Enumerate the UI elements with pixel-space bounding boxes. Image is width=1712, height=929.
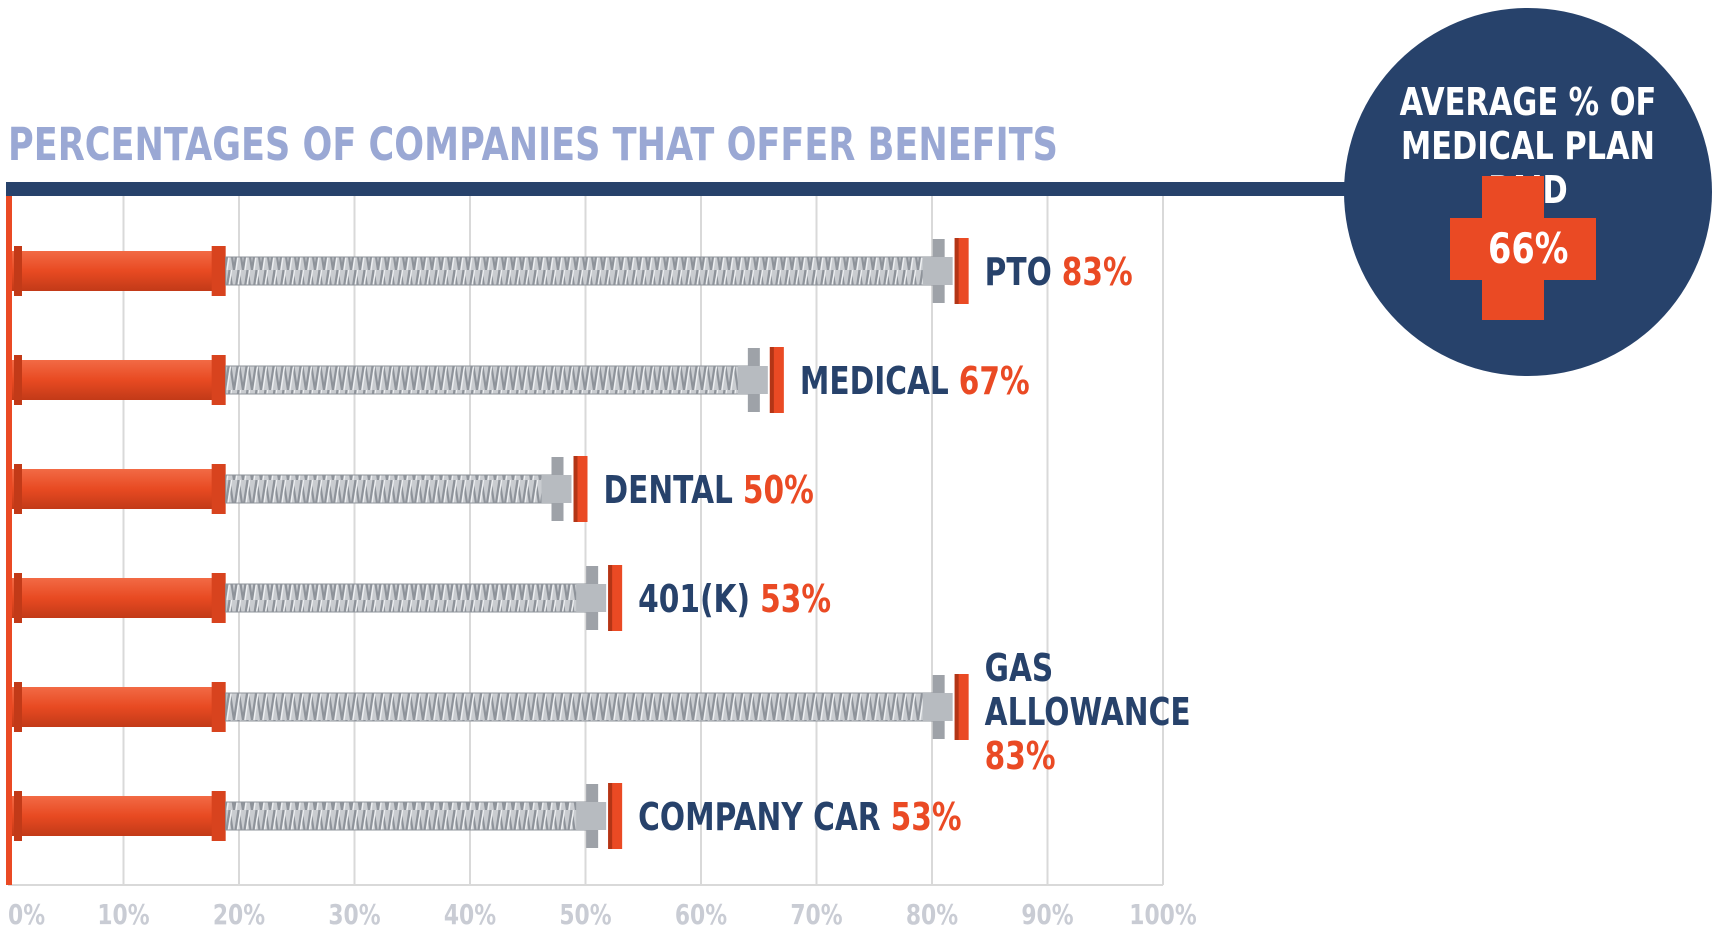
category-label: COMPANY CAR [638,795,880,839]
bar [12,456,588,522]
x-tick-label: 30% [328,898,380,929]
x-tick-label: 40% [444,898,496,929]
badge-title: AVERAGE % OF MEDICAL PLAN PAID [1399,80,1657,212]
badge-value: 66% [1487,224,1569,273]
x-tick-label: 0% [8,898,45,929]
chart-title: PERCENTAGES OF COMPANIES THAT OFFER BENE… [8,118,1058,171]
bar [12,783,623,849]
category-label: ALLOWANCE [985,690,1191,734]
value-label: 67% [959,359,1030,403]
x-tick-label: 10% [97,898,149,929]
value-label: 53% [760,577,831,621]
average-badge: AVERAGE % OF MEDICAL PLAN PAID 66% [1344,8,1712,376]
bar [12,674,969,740]
bar [12,238,969,304]
category-label: MEDICAL [800,359,949,403]
x-tick-label: 60% [675,898,727,929]
category-label: 401(K) [638,577,750,621]
x-tick-label: 90% [1021,898,1073,929]
bar [12,565,623,631]
category-label: PTO [985,250,1052,294]
category-label: DENTAL [604,468,733,512]
x-tick-label: 20% [213,898,265,929]
x-tick-label: 50% [559,898,611,929]
header-rule [6,182,1366,196]
value-label: 83% [1062,250,1133,294]
value-label: 53% [891,795,962,839]
medical-cross-icon-bar [1450,218,1596,280]
x-tick-label: 100% [1129,898,1196,929]
x-tick-label: 80% [906,898,958,929]
bar [12,347,784,413]
x-tick-label: 70% [790,898,842,929]
value-label: 50% [743,468,814,512]
y-axis [6,196,12,885]
value-label: 83% [985,734,1056,778]
category-label: GAS [985,646,1054,690]
